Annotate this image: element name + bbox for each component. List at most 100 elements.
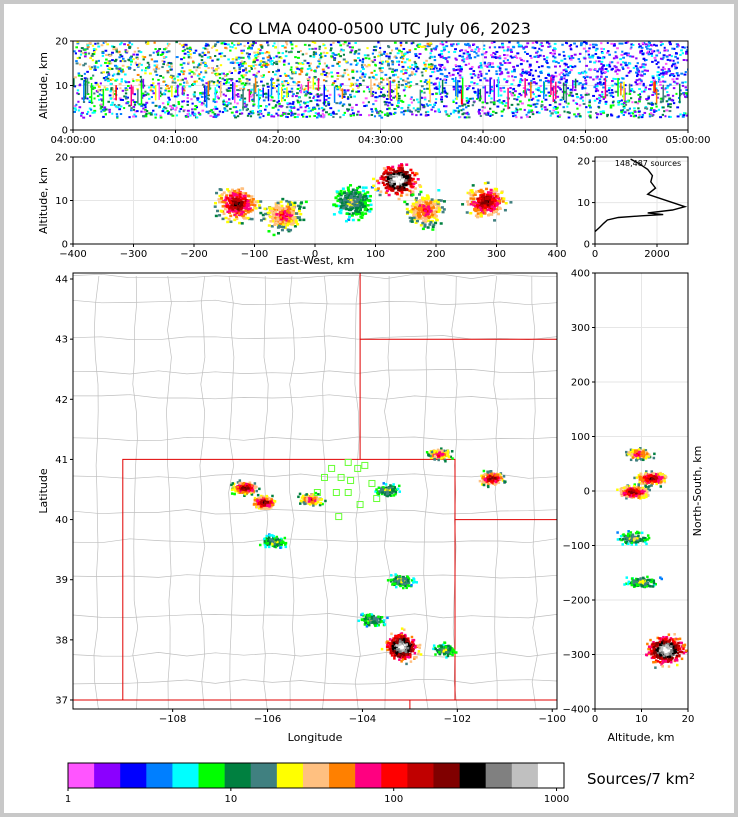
density-cell	[182, 85, 185, 88]
density-cell	[378, 61, 382, 64]
density-cell	[320, 106, 324, 109]
density-cell	[474, 74, 477, 77]
density-cell	[656, 61, 660, 64]
density-cell	[140, 69, 144, 72]
density-cell	[236, 194, 240, 197]
density-cell	[500, 191, 504, 195]
density-cell	[426, 226, 430, 229]
density-cell	[643, 69, 647, 72]
density-cell	[537, 75, 541, 78]
density-cell	[307, 81, 309, 91]
density-cell	[182, 73, 185, 76]
density-cell	[96, 83, 99, 86]
density-cell	[239, 210, 243, 214]
density-cell	[225, 82, 228, 85]
density-cell	[258, 206, 262, 210]
density-cell	[257, 48, 261, 51]
density-cell	[429, 75, 433, 78]
density-cell	[258, 52, 262, 55]
density-cell	[382, 172, 386, 176]
density-cell	[215, 49, 219, 52]
density-cell	[402, 89, 406, 92]
density-cell	[538, 47, 541, 50]
density-cell	[564, 83, 567, 86]
density-cell	[161, 102, 165, 105]
density-cell	[686, 49, 688, 52]
density-cell	[311, 107, 315, 110]
density-cell	[376, 188, 380, 192]
density-cell	[340, 192, 344, 195]
density-cell	[212, 82, 215, 85]
density-cell	[131, 43, 134, 46]
density-cell	[569, 43, 573, 46]
density-cell	[327, 101, 330, 104]
density-cell	[74, 76, 77, 79]
density-cell	[366, 199, 370, 202]
density-cell	[220, 81, 222, 98]
density-cell	[446, 92, 449, 95]
density-cell	[536, 54, 539, 57]
density-cell	[144, 72, 147, 75]
density-cell	[576, 107, 579, 110]
density-cell	[120, 59, 124, 62]
density-cell	[396, 83, 398, 101]
density-cell	[89, 67, 92, 70]
density-cell	[520, 62, 523, 65]
x-tick-label: 04:50:00	[563, 135, 608, 146]
density-cell	[414, 198, 418, 201]
density-cell	[82, 101, 86, 104]
density-cell	[556, 106, 559, 109]
density-cell	[196, 116, 199, 119]
density-cell	[406, 182, 410, 186]
density-cell	[528, 63, 532, 66]
density-cell	[481, 190, 485, 193]
density-cell	[86, 47, 89, 50]
density-cell	[585, 106, 588, 109]
density-cell	[224, 196, 228, 199]
density-cell	[200, 55, 204, 58]
density-cell	[635, 83, 639, 86]
density-cell	[130, 109, 133, 112]
density-cell	[433, 103, 436, 106]
density-cell	[419, 113, 423, 116]
density-cell	[643, 111, 647, 114]
density-cell	[232, 82, 234, 100]
density-cell	[335, 85, 338, 88]
density-cell	[481, 101, 485, 104]
density-cell	[211, 111, 215, 114]
density-cell	[684, 81, 687, 84]
density-cell	[180, 79, 183, 82]
density-cell	[248, 53, 251, 56]
density-cell	[327, 97, 331, 100]
density-cell	[249, 44, 252, 47]
density-cell	[321, 68, 325, 71]
density-cell	[654, 87, 658, 90]
density-cell	[420, 96, 423, 99]
density-cell	[622, 105, 625, 108]
density-cell	[162, 63, 165, 66]
density-cell	[506, 49, 509, 52]
density-cell	[115, 113, 119, 116]
density-cell	[142, 58, 145, 61]
density-cell	[304, 87, 307, 90]
density-cell	[681, 115, 685, 118]
density-cell	[231, 188, 235, 192]
density-cell	[424, 220, 428, 223]
density-cell	[452, 88, 456, 91]
density-cell	[259, 113, 262, 116]
density-cell	[494, 53, 497, 56]
density-cell	[84, 51, 87, 54]
density-cell	[638, 88, 641, 91]
density-cell	[89, 57, 92, 60]
density-cell	[363, 105, 367, 108]
density-cell	[275, 214, 279, 218]
density-cell	[341, 187, 345, 190]
density-cell	[270, 77, 273, 96]
density-cell	[503, 61, 507, 64]
density-cell	[323, 73, 327, 76]
density-cell	[267, 59, 270, 62]
density-cell	[254, 41, 257, 44]
density-cell	[618, 100, 621, 103]
density-cell	[130, 55, 133, 58]
density-cell	[561, 90, 564, 93]
